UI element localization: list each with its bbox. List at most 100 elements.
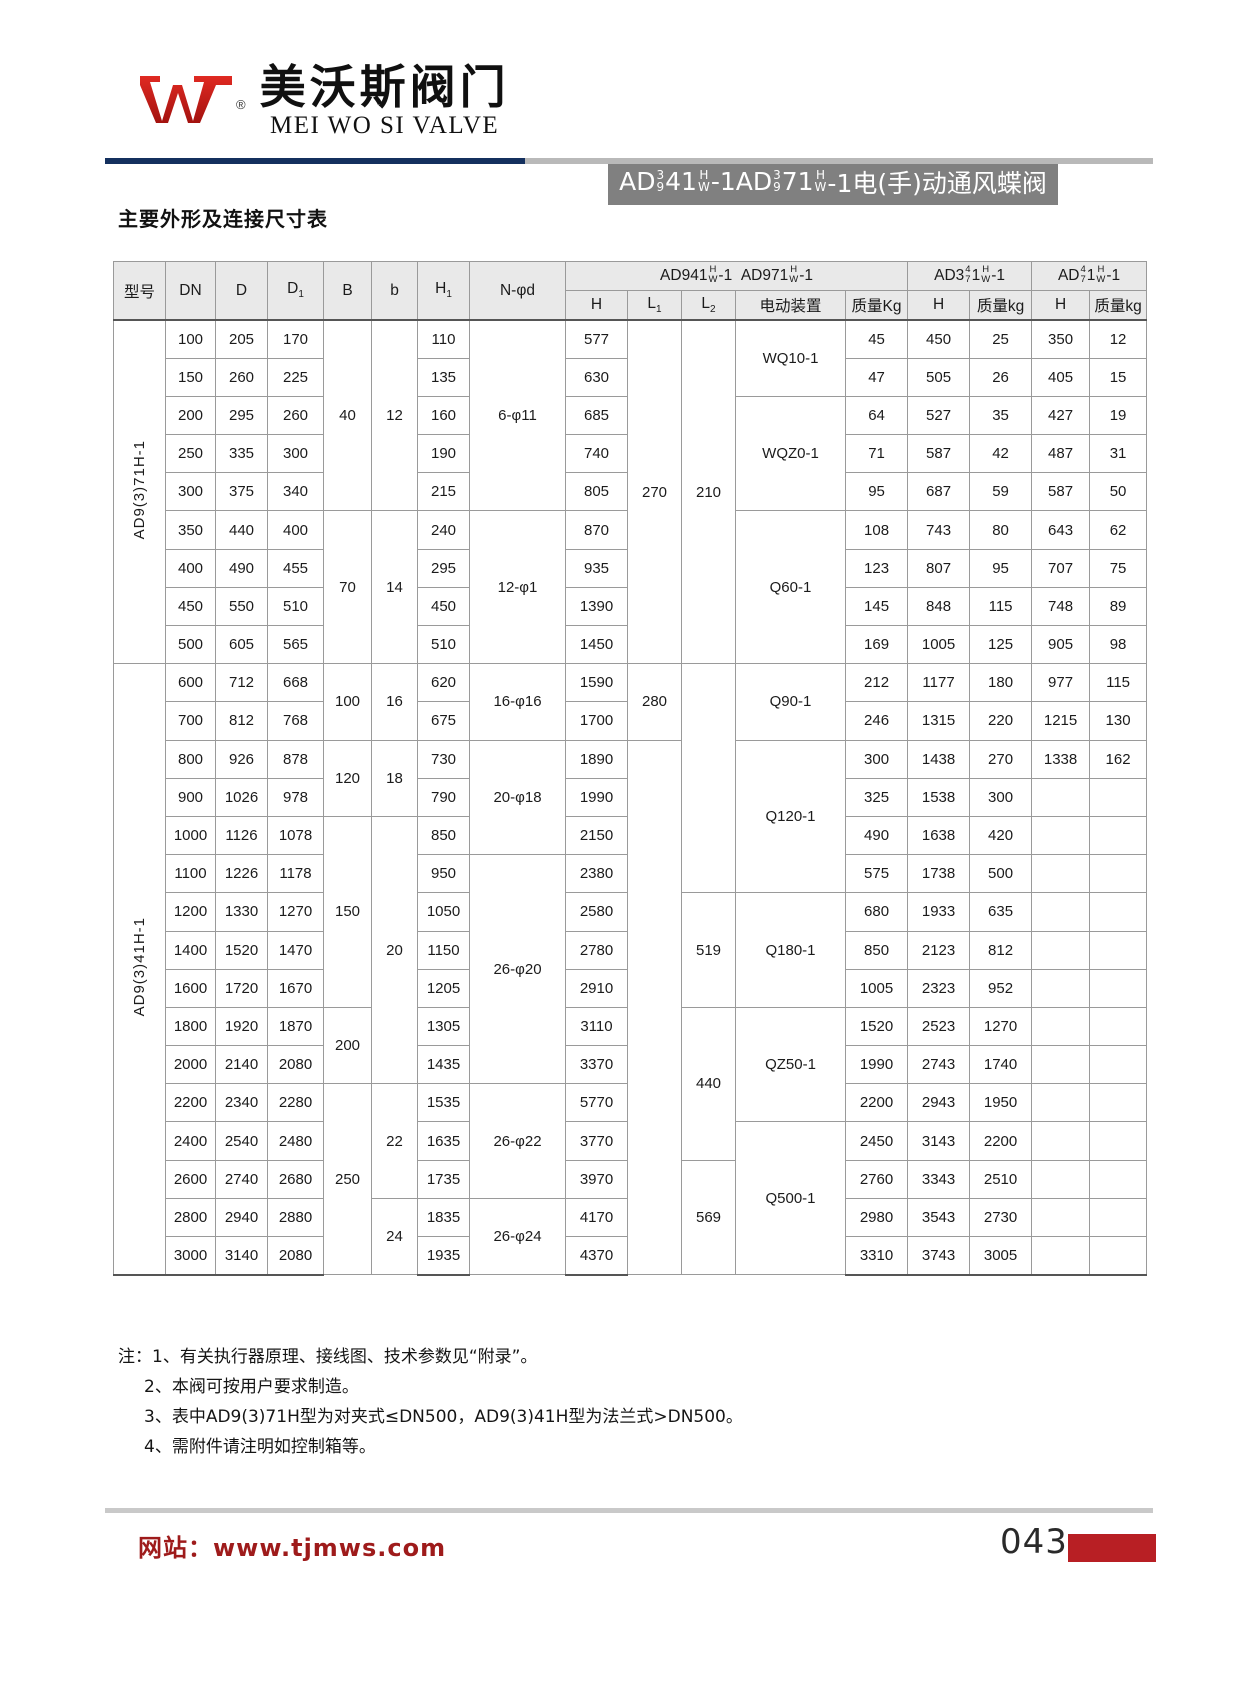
- cell-h-3: [1031, 1083, 1091, 1123]
- cell-dn: 150: [165, 357, 216, 397]
- cell-dn: 2000: [165, 1045, 216, 1085]
- cell-h1: 1050: [417, 892, 470, 932]
- note-line-2: 2、本阀可按用户要求制造。: [118, 1372, 1118, 1402]
- cell-h1: 675: [417, 701, 470, 741]
- cell-b-upper: 200: [323, 1006, 372, 1085]
- cell-n-phi-d: 6-φ11: [469, 319, 566, 512]
- footer-divider-rule: [105, 1508, 1153, 1513]
- cell-mass-3: [1089, 1006, 1148, 1047]
- cell-mass-1: 246: [844, 701, 909, 741]
- cell-mass-2: 270: [969, 739, 1033, 779]
- cell-actuator: Q120-1: [735, 739, 846, 894]
- cell-mass-3: [1089, 854, 1148, 894]
- cell-h: 935: [565, 548, 628, 588]
- cell-h-3: 707: [1031, 548, 1091, 588]
- cell-dn: 250: [165, 434, 216, 474]
- cell-mass-1: 490: [844, 815, 909, 856]
- cell-n-phi-d: 26-φ24: [469, 1197, 566, 1276]
- col-header-mass-2: 质量kg: [969, 290, 1033, 321]
- cell-h-2: 3743: [907, 1235, 971, 1276]
- cell-h-3: [1031, 1121, 1091, 1161]
- cell-dn: 1000: [165, 815, 216, 856]
- cell-h-3: [1031, 1197, 1091, 1238]
- cell-actuator: Q180-1: [735, 892, 846, 1008]
- cell-mass-3: [1089, 892, 1148, 932]
- cell-d: 440: [215, 510, 268, 550]
- cell-mass-2: 952: [969, 968, 1033, 1008]
- cell-d1: 300: [267, 434, 324, 474]
- table-row: 400 490 455 295 935 123 807 95 707 75: [114, 548, 1148, 588]
- page-number: 043: [1000, 1522, 1068, 1562]
- cell-b-lower: 24: [371, 1197, 418, 1276]
- cell-n-phi-d: 16-φ16: [469, 663, 566, 741]
- col-header-model: 型号: [113, 261, 166, 321]
- col-header-ad941-ad971: AD941 H W -1 AD971 H W -1: [564, 261, 909, 291]
- cell-d: 812: [215, 701, 268, 741]
- cell-h-2: 1538: [907, 777, 971, 817]
- cell-d1: 170: [267, 318, 324, 359]
- cell-h-3: 1215: [1031, 701, 1091, 741]
- cell-h: 3970: [565, 1159, 628, 1199]
- table-row: 150 260 225 135 630 47 505 26 405 15: [114, 357, 1148, 397]
- cell-mass-1: 1005: [844, 968, 909, 1008]
- product-title-bar: AD 3 9 41 H W -1AD 3 9 71 H W -1电(手)动通风蝶阀: [608, 158, 1058, 205]
- table-row: 900 1026 978 790 1990 325 1538 300: [114, 777, 1148, 817]
- cell-mass-2: 300: [969, 777, 1033, 817]
- cell-n-phi-d: 26-φ22: [469, 1083, 566, 1199]
- cell-mass-1: 45: [844, 318, 909, 359]
- cell-h1: 240: [417, 510, 470, 550]
- cell-mass-1: 212: [844, 663, 909, 703]
- cell-d: 2940: [215, 1197, 268, 1238]
- cell-d1: 2680: [267, 1159, 324, 1199]
- cell-d: 260: [215, 357, 268, 397]
- cell-dn: 700: [165, 701, 216, 741]
- cell-n-phi-d: 12-φ1: [469, 510, 566, 665]
- cell-d: 295: [215, 395, 268, 436]
- cell-mass-1: 575: [844, 854, 909, 894]
- table-row: 500 605 565 510 1450 169 1005 125 905 98: [114, 624, 1148, 665]
- cell-h1: 850: [417, 815, 470, 856]
- cell-b-upper: 40: [323, 319, 372, 512]
- cell-h-2: 2323: [907, 968, 971, 1008]
- cell-h1: 1305: [417, 1006, 470, 1047]
- cell-mass-2: 95: [969, 548, 1033, 588]
- cell-dn: 350: [165, 510, 216, 550]
- cell-h-2: 848: [907, 586, 971, 627]
- footer-website[interactable]: 网站：www.tjmws.com: [138, 1534, 447, 1562]
- cell-l1: [627, 739, 682, 1276]
- cell-h-2: 3543: [907, 1197, 971, 1238]
- cell-mass-2: 420: [969, 815, 1033, 856]
- row-group-label-text: AD9(3)41H-1: [131, 917, 148, 1017]
- cell-mass-1: 1520: [844, 1006, 909, 1047]
- cell-h-3: [1031, 815, 1091, 856]
- cell-mass-2: 1950: [969, 1083, 1033, 1123]
- cell-h1: 450: [417, 586, 470, 627]
- cell-mass-3: [1089, 930, 1148, 970]
- table-row: 2400 2540 2480 1635 3770 Q500-1 2450 3143 2200: [114, 1121, 1148, 1276]
- cell-mass-1: 1990: [844, 1045, 909, 1085]
- cell-d: 335: [215, 434, 268, 474]
- cell-d: 926: [215, 739, 268, 779]
- table-row: 450 550 510 450 1390 145 848 115 748 89: [114, 586, 1148, 627]
- cell-d1: 2480: [267, 1121, 324, 1161]
- cell-h: 2910: [565, 968, 628, 1008]
- cell-mass-2: 125: [969, 624, 1033, 665]
- cell-h1: 730: [417, 739, 470, 779]
- cell-d: 712: [215, 663, 268, 703]
- cell-d1: 565: [267, 624, 324, 665]
- cell-h: 2380: [565, 854, 628, 894]
- cell-mass-2: 635: [969, 892, 1033, 932]
- cell-mass-3: [1089, 968, 1148, 1008]
- cell-h-3: 977: [1031, 663, 1091, 703]
- cell-d: 1026: [215, 777, 268, 817]
- col-header-h-3: H: [1031, 290, 1091, 321]
- cell-h: 1890: [565, 739, 628, 779]
- cell-actuator: Q60-1: [735, 510, 846, 665]
- col-header-b-lower: b: [371, 261, 418, 321]
- col-header-h: H: [565, 290, 628, 321]
- cell-h-2: 1438: [907, 739, 971, 779]
- cell-h-3: [1031, 930, 1091, 970]
- cell-b-upper: 70: [323, 510, 372, 665]
